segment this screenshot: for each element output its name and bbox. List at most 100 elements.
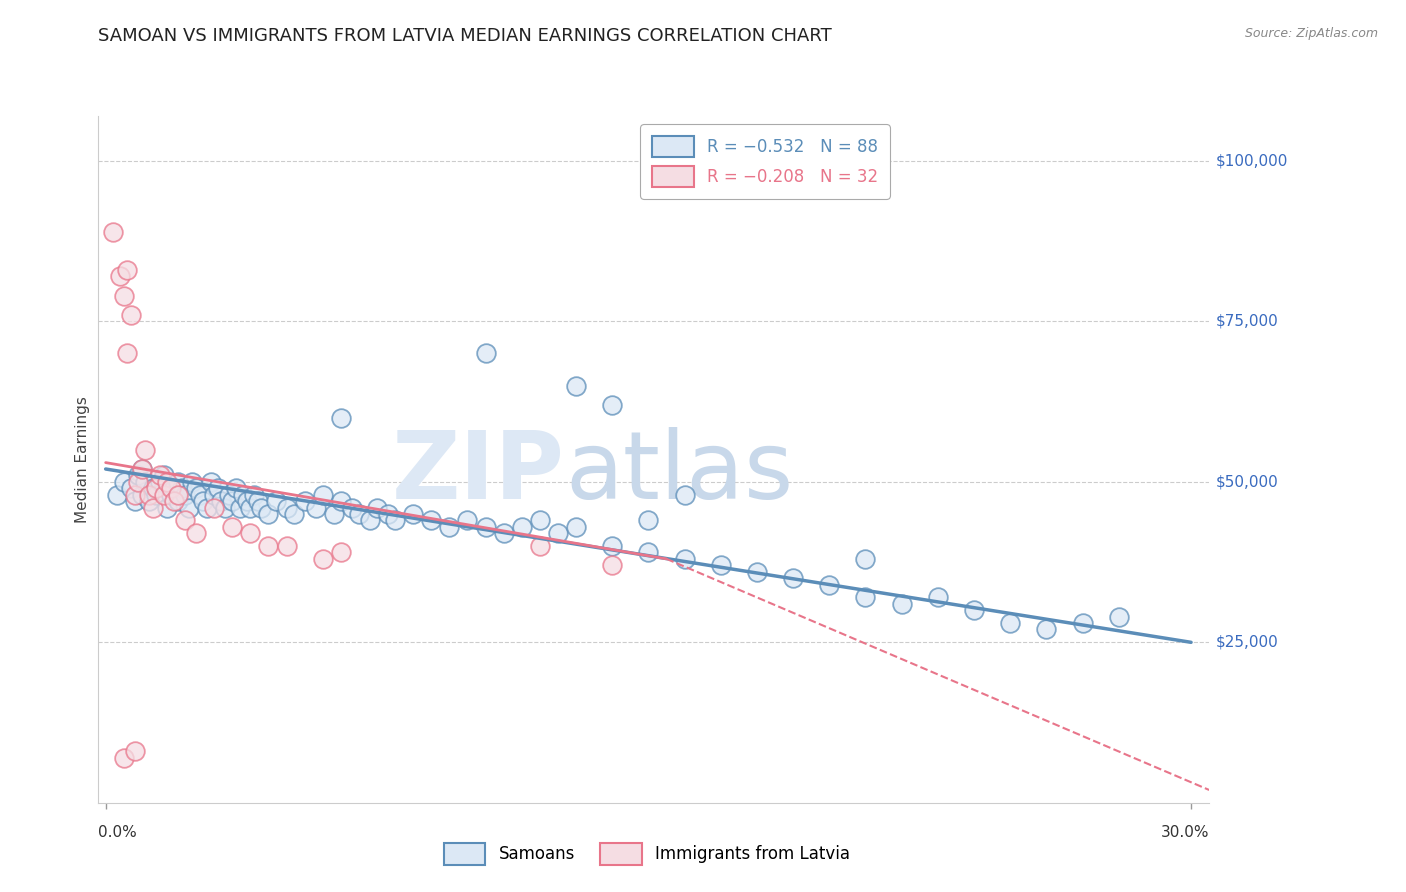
Point <box>127 468 149 483</box>
Point <box>214 500 236 515</box>
Text: $100,000: $100,000 <box>1216 153 1288 169</box>
Point <box>167 494 190 508</box>
Point <box>963 603 986 617</box>
Point <box>120 308 142 322</box>
Point <box>174 513 197 527</box>
Point <box>529 539 551 553</box>
Point <box>184 481 207 495</box>
Point <box>243 488 266 502</box>
Point <box>138 488 160 502</box>
Point <box>420 513 443 527</box>
Point <box>145 481 167 495</box>
Point <box>177 500 200 515</box>
Point <box>131 462 153 476</box>
Point <box>257 507 280 521</box>
Point <box>181 475 204 489</box>
Point <box>149 468 172 483</box>
Y-axis label: Median Earnings: Median Earnings <box>75 396 90 523</box>
Point <box>145 488 167 502</box>
Point <box>347 507 370 521</box>
Point <box>112 475 135 489</box>
Point <box>710 558 733 573</box>
Point <box>322 507 344 521</box>
Point <box>565 520 588 534</box>
Point <box>637 545 659 559</box>
Text: Source: ZipAtlas.com: Source: ZipAtlas.com <box>1244 27 1378 40</box>
Point <box>156 500 179 515</box>
Point <box>221 494 243 508</box>
Point <box>112 751 135 765</box>
Point <box>998 616 1021 631</box>
Point <box>193 494 215 508</box>
Point <box>359 513 381 527</box>
Text: $50,000: $50,000 <box>1216 475 1279 490</box>
Legend: Samoans, Immigrants from Latvia: Samoans, Immigrants from Latvia <box>433 833 860 875</box>
Text: ZIP: ZIP <box>392 427 565 519</box>
Point <box>117 263 139 277</box>
Point <box>124 744 146 758</box>
Point <box>108 269 131 284</box>
Text: atlas: atlas <box>565 427 793 519</box>
Text: 0.0%: 0.0% <box>98 825 138 840</box>
Point <box>156 475 179 489</box>
Point <box>170 481 193 495</box>
Text: $75,000: $75,000 <box>1216 314 1279 329</box>
Point <box>283 507 305 521</box>
Point <box>105 488 128 502</box>
Point <box>456 513 478 527</box>
Point <box>174 488 197 502</box>
Point <box>329 410 352 425</box>
Point <box>202 488 225 502</box>
Point <box>134 442 156 457</box>
Point <box>673 552 696 566</box>
Point <box>276 539 298 553</box>
Point <box>264 494 287 508</box>
Point <box>312 488 335 502</box>
Point <box>547 526 569 541</box>
Point <box>257 539 280 553</box>
Text: 30.0%: 30.0% <box>1161 825 1209 840</box>
Point <box>202 500 225 515</box>
Point <box>600 558 623 573</box>
Point <box>276 500 298 515</box>
Point <box>142 481 165 495</box>
Point <box>439 520 461 534</box>
Point <box>163 481 186 495</box>
Point <box>673 488 696 502</box>
Point <box>600 539 623 553</box>
Point <box>402 507 425 521</box>
Point <box>207 481 229 495</box>
Point <box>246 494 269 508</box>
Point <box>377 507 399 521</box>
Point <box>329 494 352 508</box>
Point <box>782 571 804 585</box>
Point <box>167 488 190 502</box>
Point <box>134 475 156 489</box>
Point <box>188 488 211 502</box>
Point <box>120 481 142 495</box>
Point <box>855 591 877 605</box>
Point <box>890 597 912 611</box>
Point <box>250 500 273 515</box>
Point <box>127 475 149 489</box>
Point <box>600 398 623 412</box>
Point <box>124 494 146 508</box>
Point <box>159 488 181 502</box>
Point <box>131 462 153 476</box>
Point <box>239 526 262 541</box>
Point <box>474 520 496 534</box>
Point <box>163 494 186 508</box>
Point <box>637 513 659 527</box>
Point <box>221 520 243 534</box>
Point <box>195 500 218 515</box>
Point <box>474 346 496 360</box>
Point <box>927 591 949 605</box>
Point <box>529 513 551 527</box>
Point <box>304 500 326 515</box>
Point <box>366 500 388 515</box>
Point <box>152 488 174 502</box>
Point <box>340 500 363 515</box>
Point <box>101 225 124 239</box>
Point <box>384 513 406 527</box>
Point <box>565 378 588 392</box>
